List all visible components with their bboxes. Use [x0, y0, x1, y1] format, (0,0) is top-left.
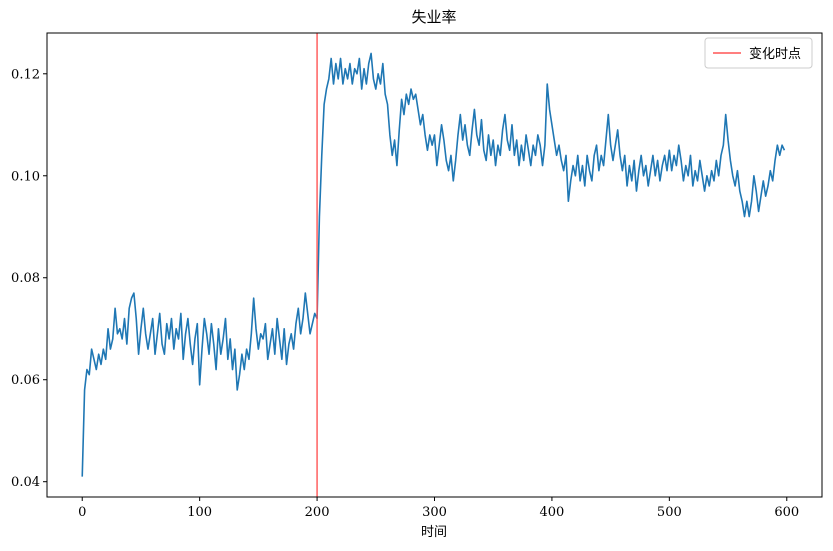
y-tick-label: 0.12	[11, 67, 40, 82]
x-tick-label: 0	[78, 505, 86, 520]
x-tick-label: 100	[187, 505, 212, 520]
y-tick-label: 0.08	[11, 271, 40, 286]
y-tick-label: 0.04	[11, 475, 40, 490]
y-tick-label: 0.10	[11, 169, 40, 184]
legend: 变化时点	[704, 37, 813, 69]
axes: 0 100 200 300 400 500 600 0.04 0.06 0.08 0.10 0.12	[11, 32, 823, 520]
x-tick-label: 400	[540, 505, 565, 520]
plot-area	[81, 33, 786, 497]
chart-title: 失业率	[411, 8, 456, 26]
legend-box	[704, 37, 813, 69]
y-tick-label: 0.06	[11, 373, 40, 388]
x-axis-label: 时间	[421, 525, 447, 540]
x-tick-label: 500	[657, 505, 682, 520]
x-tick-label: 200	[305, 505, 330, 520]
unemployment-rate-line	[81, 52, 786, 477]
x-tick-label: 300	[422, 505, 447, 520]
x-tick-label: 600	[774, 505, 799, 520]
legend-label-change-point: 变化时点	[749, 46, 801, 62]
